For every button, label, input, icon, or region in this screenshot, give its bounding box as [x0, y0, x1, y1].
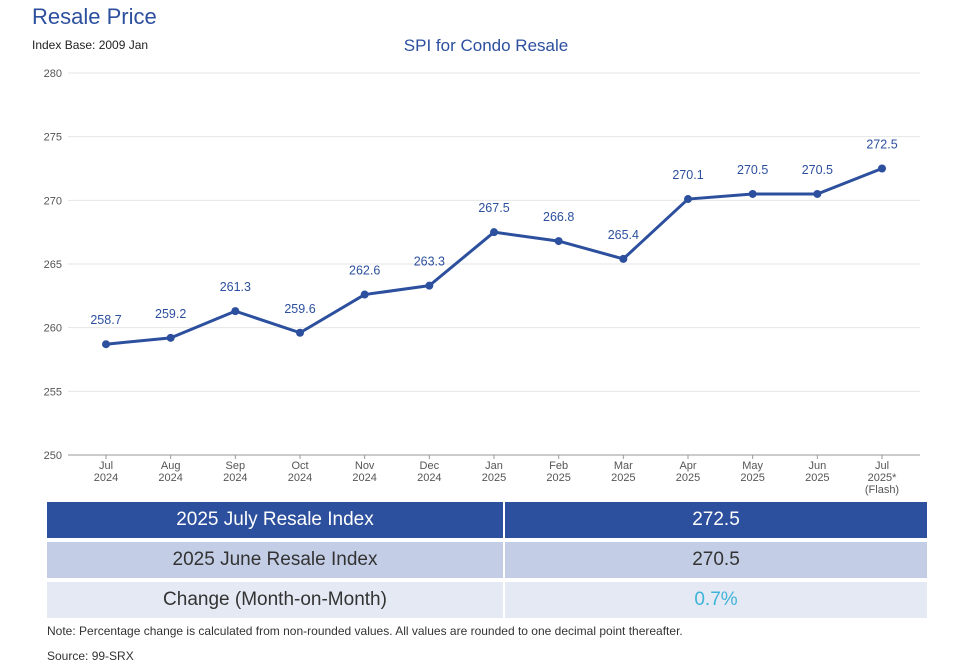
june-index-value: 270.5	[505, 542, 927, 578]
data-point	[748, 189, 757, 198]
y-tick-label: 280	[44, 68, 62, 80]
y-tick-label: 265	[44, 259, 62, 271]
y-tick-label: 270	[44, 195, 62, 207]
series-line-path	[104, 167, 884, 346]
data-point	[490, 228, 498, 237]
data-label: 259.6	[284, 302, 315, 316]
data-label: 270.5	[802, 163, 833, 177]
data-point	[360, 290, 369, 299]
x-tick-label: Jul 2024	[94, 460, 118, 484]
x-tick-label: Aug 2024	[158, 460, 182, 484]
data-point	[813, 189, 822, 198]
june-index-label: 2025 June Resale Index	[47, 542, 503, 578]
data-point	[231, 307, 240, 316]
change-label: Change (Month-on-Month)	[47, 582, 503, 618]
summary-row-change: Change (Month-on-Month) 0.7%	[47, 582, 927, 618]
page-title: Resale Price	[32, 4, 157, 29]
data-label: 259.2	[155, 307, 186, 321]
y-tick-label: 255	[44, 386, 62, 398]
data-label: 266.8	[543, 210, 574, 224]
data-label: 272.5	[866, 138, 897, 152]
x-tick-label: Feb 2025	[546, 460, 570, 484]
x-tick-label: May 2025	[740, 460, 764, 484]
summary-row-june: 2025 June Resale Index 270.5	[47, 542, 927, 578]
chart-title: SPI for Condo Resale	[403, 36, 569, 55]
data-label: 261.3	[220, 280, 251, 294]
july-index-value: 272.5	[505, 502, 927, 538]
data-points	[102, 164, 886, 349]
data-label: 270.1	[672, 168, 703, 182]
y-axis: 250 255 260 265 270 275 280	[44, 68, 62, 462]
change-value: 0.7%	[505, 582, 927, 618]
x-tick-label: Jan 2025	[482, 460, 506, 484]
data-point	[554, 237, 563, 246]
x-tick-label: Oct 2024	[288, 460, 312, 484]
data-point	[296, 328, 304, 337]
data-label: 265.4	[608, 228, 639, 242]
y-tick-label: 260	[44, 323, 62, 335]
footnote: Note: Percentage change is calculated fr…	[47, 624, 683, 638]
data-label: 263.3	[414, 255, 445, 269]
data-point	[619, 254, 628, 263]
x-tick-label: Apr 2025	[676, 460, 700, 484]
data-label: 258.7	[90, 313, 121, 327]
line-chart: 250 255 260 265 270 275 280 Jul 2024 Aug 2024 Sep 2…	[44, 68, 920, 496]
x-tick-label: Jul 2025* (Flash)	[865, 460, 899, 496]
july-index-label: 2025 July Resale Index	[47, 502, 503, 538]
data-label: 262.6	[349, 264, 380, 278]
x-axis: Jul 2024 Aug 2024 Sep 2024 Oct 2024 Nov 2024 Dec 20…	[94, 455, 899, 496]
summary-table: 2025 July Resale Index 272.5 2025 June R…	[47, 502, 927, 622]
x-tick-label: Sep 2024	[223, 460, 247, 484]
x-tick-label: Mar 2025	[611, 460, 635, 484]
index-base-label: Index Base: 2009 Jan	[32, 38, 149, 52]
x-tick-label: Dec 2024	[417, 460, 441, 484]
x-tick-label: Jun 2025	[805, 460, 829, 484]
series-line	[104, 167, 884, 346]
x-tick-label: Nov 2024	[352, 460, 376, 484]
summary-row-july: 2025 July Resale Index 272.5	[47, 502, 927, 538]
data-labels: 258.7 259.2 261.3 259.6 262.6 263.3 267.5 266.8…	[90, 138, 897, 328]
data-point	[878, 164, 886, 173]
data-point	[425, 281, 434, 290]
y-tick-label: 250	[44, 450, 62, 462]
y-tick-label: 275	[44, 132, 62, 144]
gridlines	[68, 72, 920, 456]
data-label: 270.5	[737, 163, 768, 177]
source-text: Source: 99-SRX	[47, 649, 134, 663]
data-label: 267.5	[478, 201, 509, 215]
data-point	[102, 340, 110, 349]
data-point	[684, 195, 692, 204]
data-point	[166, 333, 175, 342]
